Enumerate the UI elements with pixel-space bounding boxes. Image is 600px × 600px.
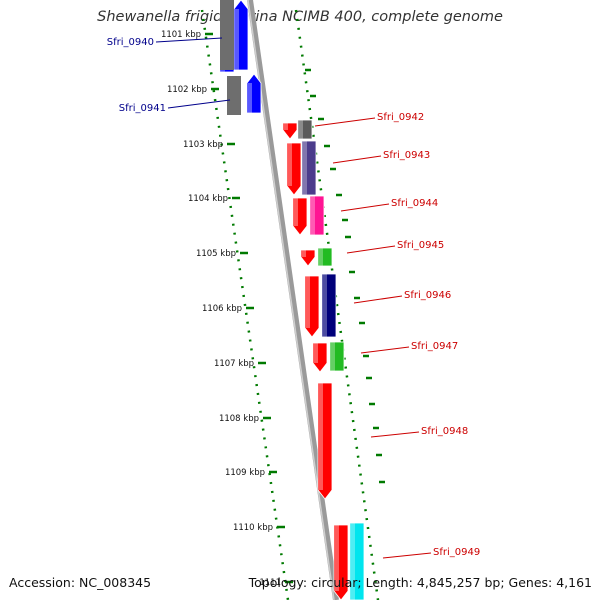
gene-label-leader [382, 552, 432, 559]
gene-label-Sfri_0941: Sfri_0941 [119, 103, 166, 114]
gene-label-leader [353, 295, 403, 304]
gene-arrow-Sfri_0945 [300, 249, 316, 267]
gene-arrow-Sfri_0944 [292, 197, 308, 236]
gene-label-Sfri_0940: Sfri_0940 [107, 37, 154, 48]
scale-tick-label: 1102 kbp [167, 85, 207, 95]
topology-text: Topology: circular; Length: 4,845,257 bp… [248, 575, 592, 590]
scale-tick-label: 1104 kbp [188, 194, 228, 204]
scale-tick-label: 1101 kbp [161, 30, 201, 40]
scale-tick-label: 1105 kbp [196, 249, 236, 259]
gene-arrow-Sfri_0940 [233, 0, 249, 71]
backbone-line [247, 0, 339, 600]
gene-label-Sfri_0945: Sfri_0945 [397, 240, 444, 251]
cog-block-Sfri_0947 [329, 341, 345, 372]
cog-block-shine [319, 248, 323, 266]
cog-block-shine [311, 196, 315, 235]
gene-label-Sfri_0944: Sfri_0944 [391, 198, 438, 209]
cog-block-Sfri_0945 [317, 247, 333, 267]
gene-label-Sfri_0943: Sfri_0943 [383, 150, 430, 161]
gene-track [219, 0, 365, 600]
gene-label-Sfri_0948: Sfri_0948 [421, 426, 468, 437]
scale-tick-label: 1109 kbp [225, 468, 265, 478]
gene-label-leader [346, 245, 396, 254]
gc-content-track [200, 9, 385, 600]
scale-track: 1101 kbp 1102 kbp 1103 kbp 1104 kbp 1105 kbp… [161, 30, 293, 588]
cog-block-shine [303, 141, 307, 195]
scale-tick-label: 1110 kbp [233, 523, 273, 533]
gene-label-leader [314, 117, 376, 127]
scale-tick-label: 1111 [259, 578, 281, 588]
cog-block-Sfri_0943 [301, 140, 317, 196]
genome-backbone [247, 0, 339, 600]
cog-block-grey-0941 [227, 76, 241, 115]
gene-label-leader [360, 346, 410, 354]
accession-text: Accession: NC_008345 [9, 575, 152, 590]
cog-block-Sfri_0946 [321, 273, 337, 338]
cog-block-shine [331, 342, 335, 371]
cog-block-Sfri_0944 [309, 195, 325, 236]
gene-label-leader [155, 37, 223, 43]
cog-block-shine [323, 274, 327, 337]
gc-dot-line [294, 9, 380, 600]
cog-block-Sfri_0942 [297, 119, 313, 140]
gene-label-Sfri_0949: Sfri_0949 [433, 547, 480, 558]
gene-arrow-Sfri_0941 [246, 73, 262, 114]
gene-label-leader [332, 155, 382, 164]
gene-label-track: Sfri_0940 Sfri_0941 Sfri_0942 Sfri_0943 Sfri… [107, 37, 480, 559]
gene-arrow-Sfri_0946 [304, 275, 320, 338]
gene-label-Sfri_0946: Sfri_0946 [404, 290, 451, 301]
scale-tick-label: 1108 kbp [219, 414, 259, 424]
gene-arrow-Sfri_0949 [333, 524, 349, 600]
cog-block-grey-0940 [220, 0, 234, 70]
gene-arrow-Sfri_0942 [282, 122, 298, 140]
backbone-highlight [247, 0, 335, 600]
gene-arrow-Sfri_0947 [312, 342, 328, 373]
gene-arrow-Sfri_0948 [317, 382, 333, 500]
gene-arrow-Sfri_0943 [286, 142, 302, 196]
gene-label-leader [370, 431, 420, 438]
gc-dot-line [200, 9, 290, 600]
cog-block-shine [299, 120, 303, 139]
gene-label-Sfri_0947: Sfri_0947 [411, 341, 458, 352]
scale-tick-label: 1103 kbp [183, 140, 223, 150]
gene-label-Sfri_0942: Sfri_0942 [377, 112, 424, 123]
gene-label-leader [340, 203, 390, 212]
scale-tick-label: 1107 kbp [214, 359, 254, 369]
cog-block-Sfri_0949 [349, 522, 365, 600]
genome-title: Shewanella frigidimarina NCIMB 400, comp… [97, 9, 503, 25]
scale-tick-label: 1106 kbp [202, 304, 242, 314]
gene-label-leader [167, 99, 231, 109]
cog-block-shine [351, 523, 355, 600]
